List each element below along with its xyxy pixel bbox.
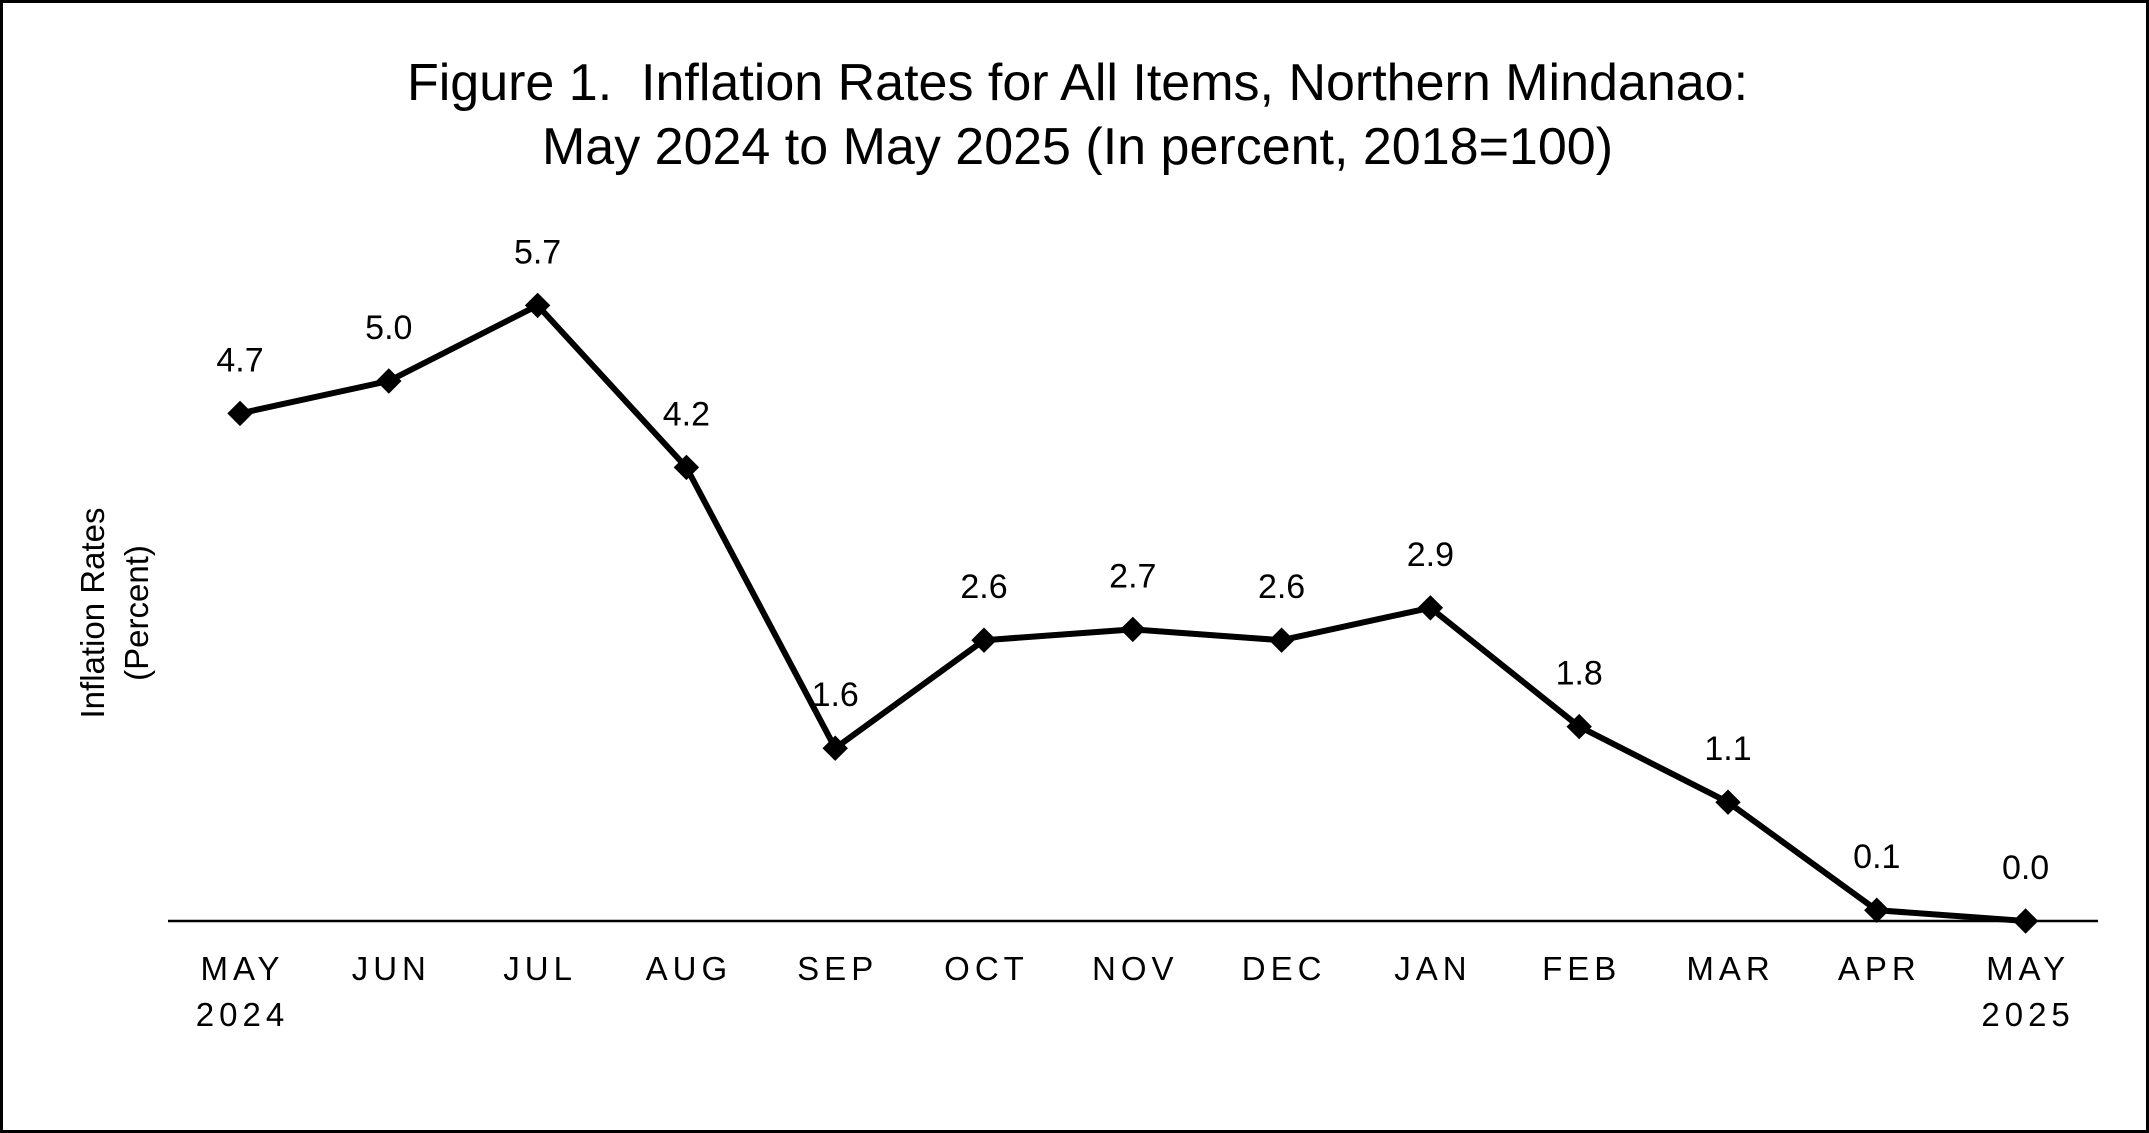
chart-title-line-2: May 2024 to May 2025 (In percent, 2018=1… <box>541 118 1614 176</box>
x-tick-label: APR <box>1838 950 1921 987</box>
series-line <box>237 302 2029 924</box>
data-label: 5.0 <box>365 309 412 347</box>
data-point-marker <box>673 454 700 481</box>
data-point-marker <box>1268 627 1295 653</box>
data-point-marker <box>376 368 402 394</box>
data-label: 1.6 <box>812 676 859 714</box>
x-tick-label: NOV <box>1092 950 1179 987</box>
x-tick-label: FEB <box>1542 950 1621 987</box>
data-label: 4.7 <box>216 341 263 379</box>
data-point-marker <box>2012 908 2039 934</box>
x-tick-label: MAR <box>1686 950 1774 987</box>
x-tick-label: OCT <box>944 950 1029 987</box>
x-tick-label: MAY <box>200 950 284 987</box>
data-label: 4.2 <box>663 395 710 433</box>
data-point-marker <box>971 627 997 653</box>
data-label: 1.8 <box>1556 655 1603 693</box>
data-point-marker <box>1120 616 1146 643</box>
x-tick-label: AUG <box>646 950 733 987</box>
data-label: 2.7 <box>1109 557 1156 595</box>
x-tick-label: MAY <box>1986 950 2070 987</box>
x-tick-label: DEC <box>1242 950 1327 987</box>
x-tick-label: JUN <box>352 950 431 987</box>
chart-title-line-1: Figure 1. Inflation Rates for All Items,… <box>406 54 1749 112</box>
x-tick-label: JAN <box>1394 950 1471 987</box>
data-point-marker <box>227 400 253 427</box>
data-label: 0.0 <box>2002 849 2049 887</box>
chart-title: Figure 1. Inflation Rates for All Items,… <box>3 51 2149 179</box>
data-label: 0.1 <box>1853 838 1900 876</box>
data-point-marker <box>822 735 848 761</box>
data-label: 5.7 <box>514 233 561 271</box>
x-tick-year-label: 2024 <box>196 996 289 1033</box>
data-label: 2.9 <box>1407 536 1454 574</box>
x-tick-label: JUL <box>503 950 577 987</box>
data-label: 2.6 <box>960 568 1007 606</box>
x-tick-year-label: 2025 <box>1981 996 2074 1033</box>
data-point-marker <box>1566 713 1592 740</box>
data-point-marker <box>1715 789 1741 815</box>
data-point-marker <box>1417 595 1444 621</box>
x-tick-label: SEP <box>797 950 878 987</box>
data-point-marker <box>1864 897 1890 923</box>
data-point-marker <box>524 292 551 319</box>
data-label: 1.1 <box>1704 730 1751 768</box>
data-label: 2.6 <box>1258 568 1305 606</box>
